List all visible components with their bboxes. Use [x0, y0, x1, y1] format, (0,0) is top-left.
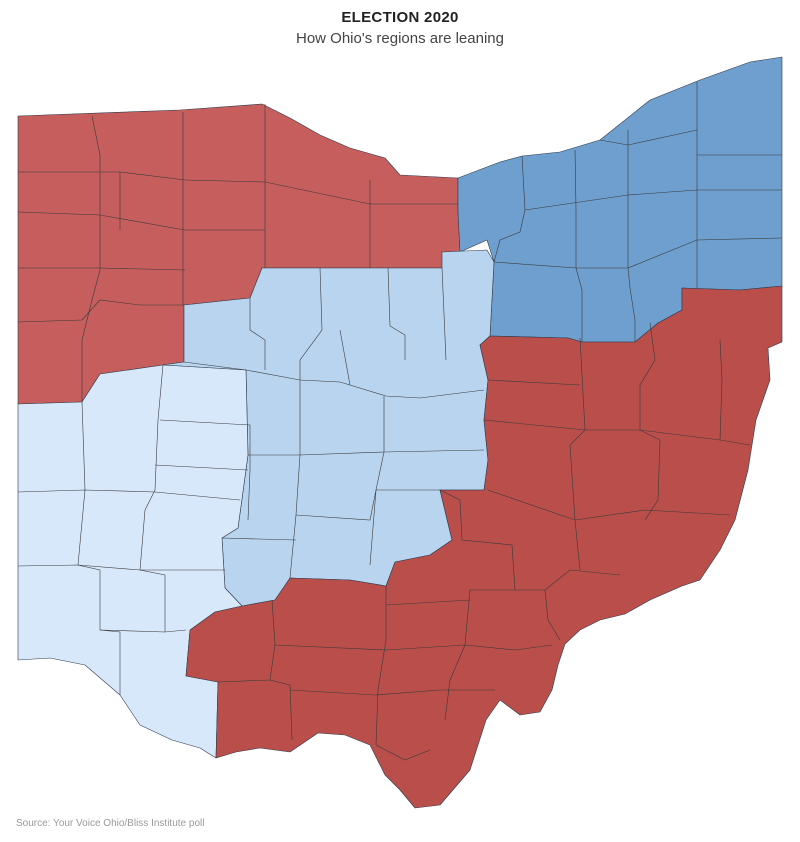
chart-title: ELECTION 2020: [341, 9, 459, 26]
region-southeast[interactable]: [185, 285, 783, 809]
chart-subtitle: How Ohio's regions are leaning: [296, 30, 504, 47]
county-lines: [17, 82, 783, 761]
source-note: Source: Your Voice Ohio/Bliss Institute …: [16, 818, 205, 829]
region-southwest[interactable]: [17, 364, 249, 759]
